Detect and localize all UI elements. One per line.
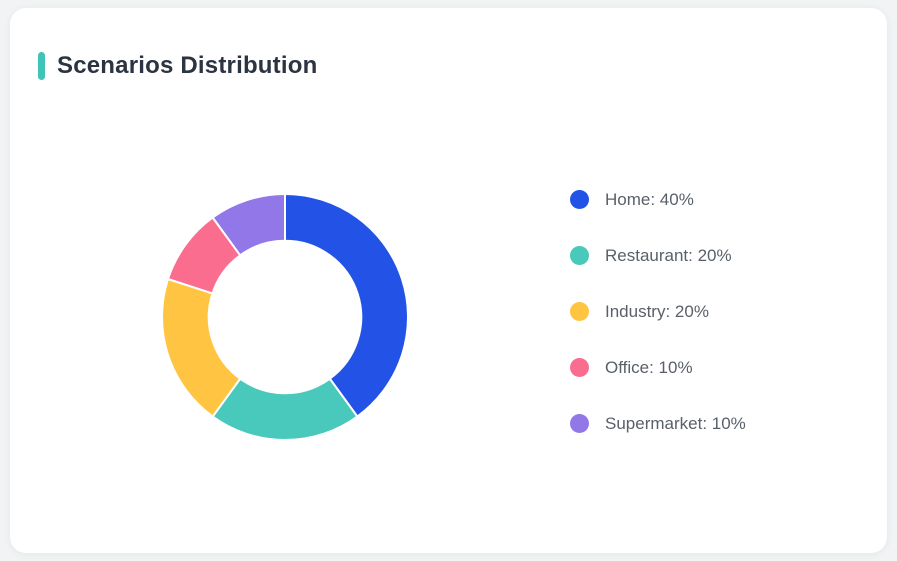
legend-label: Home: 40% bbox=[605, 190, 694, 209]
legend-dot-industry bbox=[570, 302, 589, 321]
legend-item-supermarket[interactable]: Supermarket: 10% bbox=[570, 414, 746, 433]
page-title: Scenarios Distribution bbox=[57, 52, 318, 79]
legend-dot-home bbox=[570, 190, 589, 209]
donut-segment-home[interactable] bbox=[284, 193, 409, 418]
legend-item-restaurant[interactable]: Restaurant: 20% bbox=[570, 246, 746, 265]
legend-item-office[interactable]: Office: 10% bbox=[570, 358, 746, 377]
legend: Home: 40% Restaurant: 20% Industry: 20% Off… bbox=[570, 190, 746, 433]
donut-segment-industry[interactable] bbox=[161, 277, 242, 418]
legend-dot-restaurant bbox=[570, 246, 589, 265]
title-accent-bar bbox=[38, 52, 45, 80]
legend-dot-office bbox=[570, 358, 589, 377]
donut-chart[interactable] bbox=[160, 192, 410, 442]
legend-label: Supermarket: 10% bbox=[605, 414, 746, 433]
legend-dot-supermarket bbox=[570, 414, 589, 433]
legend-item-home[interactable]: Home: 40% bbox=[570, 190, 746, 209]
legend-item-industry[interactable]: Industry: 20% bbox=[570, 302, 746, 321]
legend-label: Office: 10% bbox=[605, 358, 693, 377]
donut-segment-supermarket[interactable] bbox=[211, 193, 286, 257]
card-header: Scenarios Distribution bbox=[38, 52, 317, 80]
scenarios-distribution-card: Scenarios Distribution Home: 40% Restaura… bbox=[10, 8, 887, 553]
legend-label: Restaurant: 20% bbox=[605, 246, 732, 265]
legend-label: Industry: 20% bbox=[605, 302, 709, 321]
